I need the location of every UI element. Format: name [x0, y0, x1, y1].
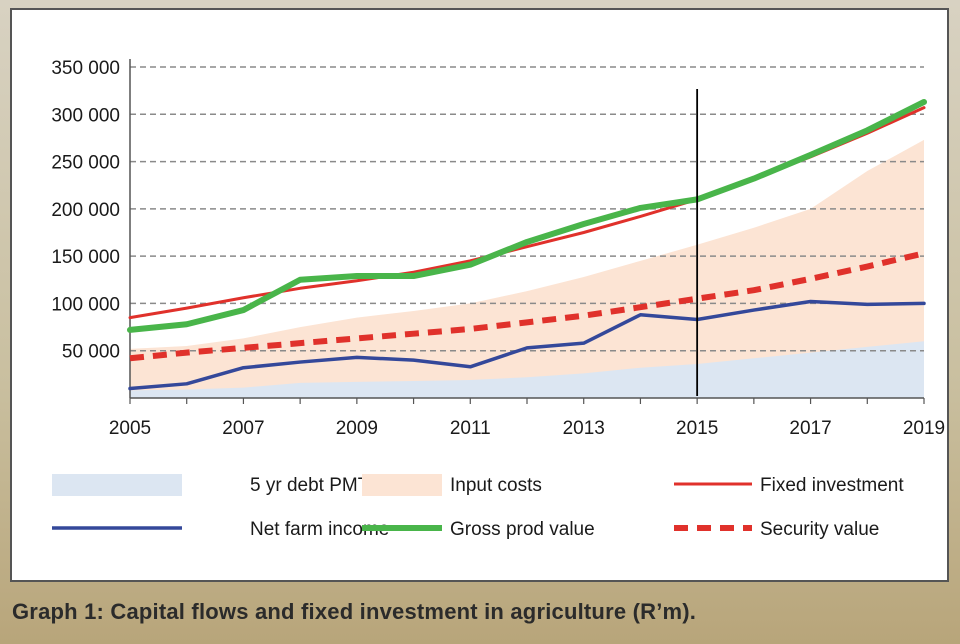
x-tick-label: 2015 — [676, 418, 718, 439]
legend-swatch-5-yr-debt-pmt — [52, 474, 182, 496]
legend-label-security-value: Security value — [760, 519, 879, 540]
y-tick-label: 300 000 — [51, 105, 120, 126]
chart-caption: Graph 1: Capital flows and fixed investm… — [12, 599, 697, 624]
y-tick-label: 50 000 — [62, 342, 120, 363]
x-tick-label: 2005 — [109, 418, 151, 439]
legend-swatch-input-costs — [362, 474, 442, 496]
x-tick-label: 2009 — [336, 418, 378, 439]
x-tick-label: 2013 — [563, 418, 605, 439]
chart-svg: 50 000 100 000 150 000 200 000 250 000 300 00… — [51, 58, 945, 540]
chart-frame: 50 000 100 000 150 000 200 000 250 000 300 00… — [10, 8, 949, 582]
legend-label-input-costs: Input costs — [450, 475, 542, 496]
y-tick-label: 100 000 — [51, 294, 120, 315]
legend-label-net-farm-income: Net farm income — [250, 519, 389, 540]
area-input-costs — [130, 139, 924, 398]
legend-label-gross-prod-value: Gross prod value — [450, 519, 595, 540]
x-tick-label: 2017 — [789, 418, 831, 439]
y-tick-label: 200 000 — [51, 200, 120, 221]
y-tick-label: 250 000 — [51, 153, 120, 174]
x-tick-label: 2011 — [450, 418, 491, 439]
x-tick-label: 2019 — [903, 418, 945, 439]
series-line-net-farm-income — [128, 299, 926, 391]
y-tick-label: 350 000 — [51, 58, 120, 79]
area-5-yr-debt-pmt — [130, 341, 924, 398]
legend-label-5-yr-debt-pmt: 5 yr debt PMT — [250, 475, 370, 496]
legend-label-fixed-investment: Fixed investment — [760, 475, 904, 496]
series-line-gross-prod-value — [127, 98, 927, 333]
series-line-security-value — [129, 250, 925, 362]
y-tick-label: 150 000 — [51, 247, 120, 268]
x-tick-label: 2007 — [222, 418, 264, 439]
